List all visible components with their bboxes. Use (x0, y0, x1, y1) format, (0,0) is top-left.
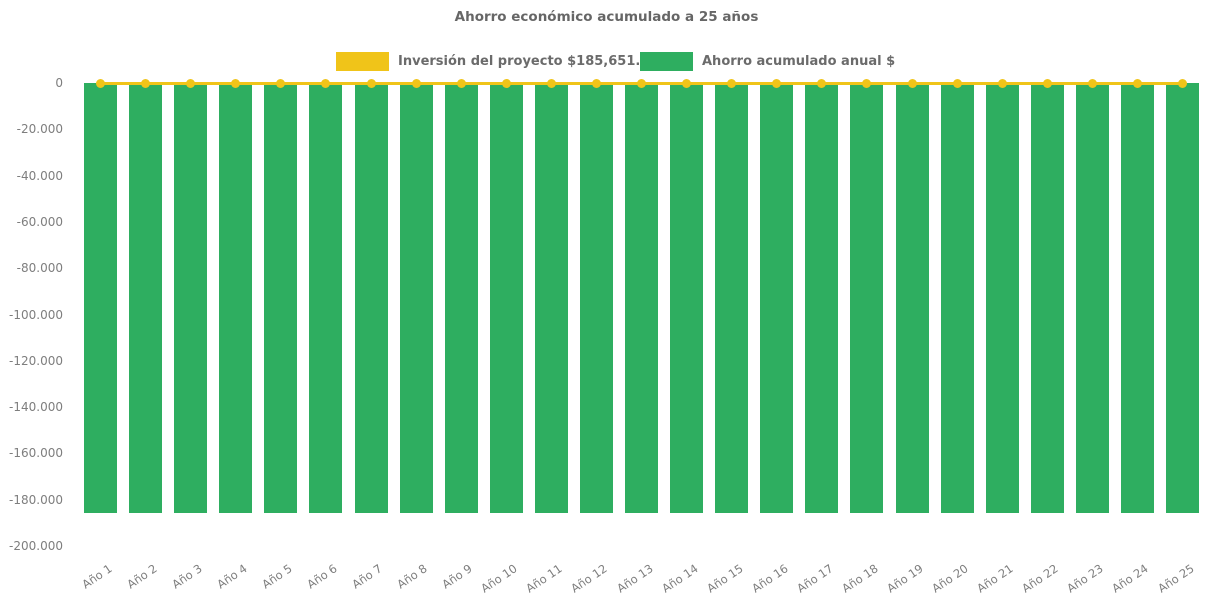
bar-año-10[interactable] (489, 83, 523, 513)
y-tick-label: -60.000 (16, 214, 63, 229)
line-marker-icon[interactable] (366, 78, 376, 88)
bar-año-3[interactable] (174, 83, 208, 513)
line-marker-icon[interactable] (817, 78, 827, 88)
line-marker-icon[interactable] (276, 78, 286, 88)
y-tick-label: -200.000 (9, 539, 63, 553)
chart-legend: Inversión del proyecto $185,651.96 Ahorr… (0, 52, 1213, 72)
line-marker-icon[interactable] (501, 78, 511, 88)
line-marker-icon[interactable] (186, 78, 196, 88)
line-marker-icon[interactable] (1042, 78, 1052, 88)
line-marker-icon[interactable] (862, 78, 872, 88)
bar-año-19[interactable] (895, 83, 929, 513)
bar-año-22[interactable] (1030, 83, 1064, 513)
bar-año-5[interactable] (264, 83, 298, 513)
line-marker-icon[interactable] (637, 78, 646, 88)
line-marker-icon[interactable] (907, 78, 917, 88)
bar-año-16[interactable] (760, 83, 794, 513)
line-marker-icon[interactable] (141, 78, 151, 88)
bar-año-24[interactable] (1120, 83, 1154, 513)
line-marker-icon[interactable] (321, 78, 331, 88)
line-marker-icon[interactable] (96, 78, 105, 88)
line-marker-icon[interactable] (682, 78, 692, 88)
savings-swatch-icon (640, 52, 693, 71)
bar-año-8[interactable] (399, 83, 433, 513)
line-marker-icon[interactable] (1178, 78, 1187, 88)
y-tick-label: 0 (55, 76, 63, 90)
legend-item-investment[interactable]: Inversión del proyecto $185,651.96 (336, 52, 658, 71)
bar-año-11[interactable] (534, 83, 568, 513)
bar-año-2[interactable] (129, 83, 163, 513)
line-marker-icon[interactable] (411, 78, 421, 88)
y-tick-label: -100.000 (9, 307, 63, 322)
y-tick-label: -120.000 (9, 353, 63, 368)
bar-año-6[interactable] (309, 83, 343, 513)
bar-año-21[interactable] (985, 83, 1019, 513)
investment-swatch-icon (336, 52, 389, 71)
y-tick-label: -20.000 (16, 122, 63, 137)
bar-año-20[interactable] (940, 83, 974, 513)
line-marker-icon[interactable] (231, 78, 241, 88)
legend-item-savings[interactable]: Ahorro acumulado anual $ (640, 52, 895, 71)
legend-label-savings: Ahorro acumulado anual $ (702, 54, 896, 69)
chart-title: Ahorro económico acumulado a 25 años (454, 9, 759, 25)
bar-año-14[interactable] (670, 83, 704, 513)
line-marker-icon[interactable] (546, 78, 556, 88)
y-tick-label: -180.000 (9, 492, 63, 507)
bar-año-7[interactable] (354, 83, 388, 513)
line-marker-icon[interactable] (952, 78, 962, 88)
bar-año-1[interactable] (84, 83, 117, 513)
bar-año-18[interactable] (850, 83, 884, 513)
y-tick-label: -80.000 (16, 261, 63, 276)
y-tick-label: -40.000 (16, 168, 63, 183)
bar-año-17[interactable] (805, 83, 839, 513)
bar-año-9[interactable] (444, 83, 478, 513)
bar-año-15[interactable] (715, 83, 749, 513)
y-tick-label: -160.000 (9, 446, 63, 461)
bar-año-23[interactable] (1075, 83, 1109, 513)
line-marker-icon[interactable] (456, 78, 466, 88)
line-marker-icon[interactable] (1087, 78, 1097, 88)
line-marker-icon[interactable] (997, 78, 1007, 88)
line-marker-icon[interactable] (727, 78, 737, 88)
bar-año-4[interactable] (219, 83, 253, 513)
bar-año-12[interactable] (579, 83, 613, 513)
y-tick-label: -140.000 (9, 400, 63, 415)
bar-año-13[interactable] (625, 83, 658, 513)
line-marker-icon[interactable] (1132, 78, 1142, 88)
legend-label-investment: Inversión del proyecto $185,651.96 (398, 54, 659, 69)
bar-año-25[interactable] (1166, 83, 1199, 513)
line-marker-icon[interactable] (772, 78, 782, 88)
line-marker-icon[interactable] (591, 78, 601, 88)
